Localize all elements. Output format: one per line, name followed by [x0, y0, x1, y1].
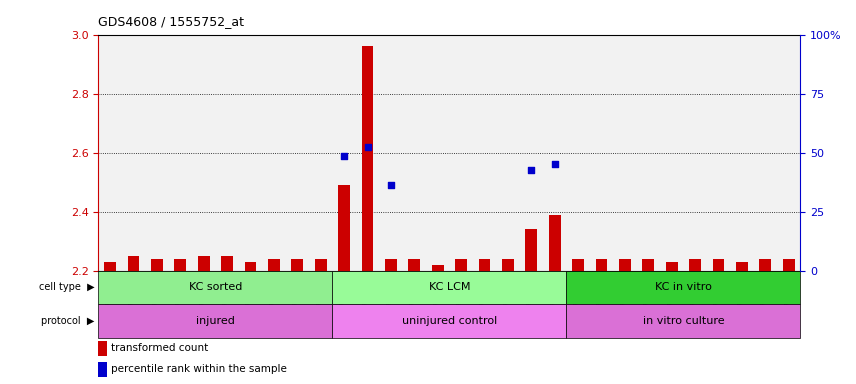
Point — [384, 182, 398, 188]
Bar — [713, 259, 724, 271]
Bar — [502, 259, 514, 271]
Bar — [666, 262, 678, 271]
Text: KC in vitro: KC in vitro — [655, 283, 712, 293]
Bar — [385, 259, 397, 271]
Bar — [175, 259, 187, 271]
Bar — [619, 259, 631, 271]
Text: injured: injured — [196, 316, 235, 326]
Bar — [104, 262, 116, 271]
Bar — [431, 265, 443, 271]
Bar — [479, 259, 490, 271]
Bar — [338, 185, 350, 271]
Point — [360, 144, 374, 150]
Bar — [573, 259, 584, 271]
Text: percentile rank within the sample: percentile rank within the sample — [111, 364, 287, 374]
Text: KC sorted: KC sorted — [188, 283, 242, 293]
Bar — [332, 271, 567, 304]
Text: in vitro culture: in vitro culture — [643, 316, 724, 326]
Bar — [759, 259, 771, 271]
Bar — [455, 259, 467, 271]
Bar — [128, 256, 140, 271]
Point — [525, 167, 538, 173]
Text: protocol  ▶: protocol ▶ — [41, 316, 94, 326]
Point — [337, 152, 351, 159]
Bar — [221, 256, 233, 271]
Bar — [736, 262, 748, 271]
Bar — [332, 304, 567, 338]
Point — [548, 161, 562, 167]
Text: uninjured control: uninjured control — [401, 316, 497, 326]
Bar — [567, 304, 800, 338]
Text: transformed count: transformed count — [111, 343, 208, 353]
Bar — [268, 259, 280, 271]
Bar — [98, 341, 107, 356]
Bar — [689, 259, 701, 271]
Bar — [291, 259, 303, 271]
Bar — [98, 304, 332, 338]
Text: GDS4608 / 1555752_at: GDS4608 / 1555752_at — [98, 15, 245, 28]
Bar — [642, 259, 654, 271]
Bar — [361, 46, 373, 271]
Text: cell type  ▶: cell type ▶ — [39, 283, 94, 293]
Bar — [549, 215, 561, 271]
Bar — [567, 271, 800, 304]
Bar — [526, 229, 538, 271]
Bar — [151, 259, 163, 271]
Bar — [783, 259, 794, 271]
Bar — [596, 259, 608, 271]
Bar — [408, 259, 420, 271]
Bar — [315, 259, 327, 271]
Bar — [98, 362, 107, 377]
Text: KC LCM: KC LCM — [429, 283, 470, 293]
Bar — [98, 271, 332, 304]
Bar — [198, 256, 210, 271]
Bar — [245, 262, 257, 271]
